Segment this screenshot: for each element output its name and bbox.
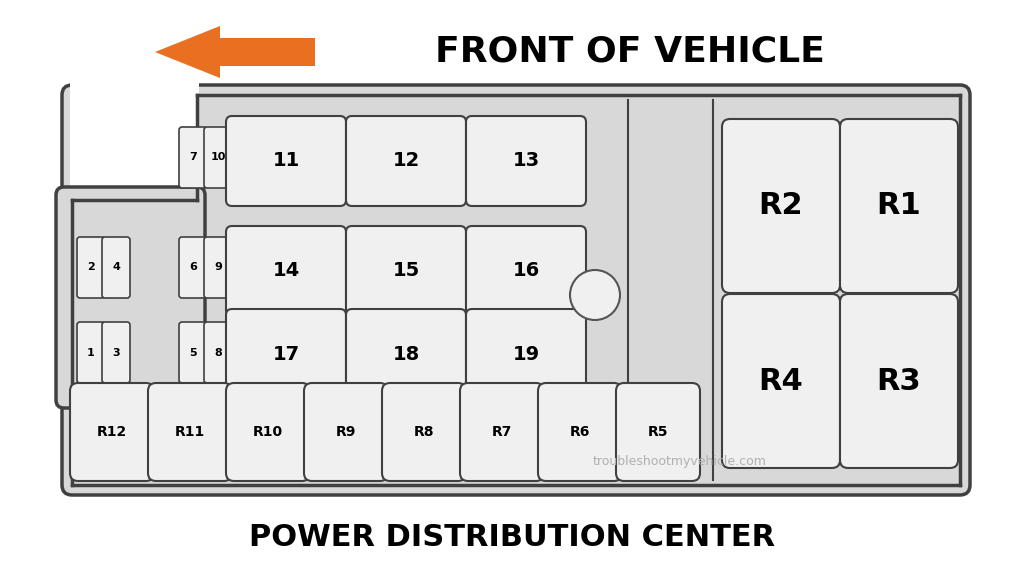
Text: troubleshootmyvehicle.com: troubleshootmyvehicle.com bbox=[593, 454, 767, 468]
FancyBboxPatch shape bbox=[538, 383, 622, 481]
FancyBboxPatch shape bbox=[346, 116, 466, 206]
FancyBboxPatch shape bbox=[204, 127, 232, 188]
FancyBboxPatch shape bbox=[616, 383, 700, 481]
Text: R4: R4 bbox=[759, 366, 804, 396]
FancyBboxPatch shape bbox=[466, 226, 586, 316]
Text: 2: 2 bbox=[87, 263, 95, 272]
Text: R3: R3 bbox=[877, 366, 922, 396]
FancyBboxPatch shape bbox=[204, 237, 232, 298]
FancyBboxPatch shape bbox=[62, 85, 970, 495]
FancyBboxPatch shape bbox=[466, 309, 586, 399]
Text: 9: 9 bbox=[214, 263, 222, 272]
FancyBboxPatch shape bbox=[179, 322, 207, 383]
Text: R12: R12 bbox=[97, 425, 127, 439]
Text: R9: R9 bbox=[336, 425, 356, 439]
Text: 8: 8 bbox=[214, 347, 222, 358]
FancyBboxPatch shape bbox=[840, 119, 958, 293]
Text: 19: 19 bbox=[512, 344, 540, 363]
Text: R10: R10 bbox=[253, 425, 283, 439]
FancyBboxPatch shape bbox=[460, 383, 544, 481]
Text: 16: 16 bbox=[512, 262, 540, 281]
FancyBboxPatch shape bbox=[466, 116, 586, 206]
Text: R5: R5 bbox=[648, 425, 669, 439]
Text: FRONT OF VEHICLE: FRONT OF VEHICLE bbox=[435, 35, 825, 69]
Bar bbox=[70, 83, 199, 200]
Text: 4: 4 bbox=[112, 263, 120, 272]
Text: 14: 14 bbox=[272, 262, 300, 281]
Text: 15: 15 bbox=[392, 262, 420, 281]
Text: 13: 13 bbox=[512, 151, 540, 170]
FancyBboxPatch shape bbox=[226, 383, 310, 481]
Text: 5: 5 bbox=[189, 347, 197, 358]
FancyBboxPatch shape bbox=[179, 237, 207, 298]
FancyBboxPatch shape bbox=[226, 226, 346, 316]
FancyBboxPatch shape bbox=[346, 226, 466, 316]
Text: R2: R2 bbox=[759, 191, 803, 221]
Text: R8: R8 bbox=[414, 425, 434, 439]
Polygon shape bbox=[155, 26, 315, 78]
Text: 11: 11 bbox=[272, 151, 300, 170]
Text: 10: 10 bbox=[210, 153, 225, 162]
FancyBboxPatch shape bbox=[304, 383, 388, 481]
Text: 6: 6 bbox=[189, 263, 197, 272]
Text: POWER DISTRIBUTION CENTER: POWER DISTRIBUTION CENTER bbox=[249, 524, 775, 552]
FancyBboxPatch shape bbox=[722, 294, 840, 468]
FancyBboxPatch shape bbox=[56, 187, 205, 408]
Text: 7: 7 bbox=[189, 153, 197, 162]
Text: R11: R11 bbox=[175, 425, 205, 439]
FancyBboxPatch shape bbox=[346, 309, 466, 399]
FancyBboxPatch shape bbox=[840, 294, 958, 468]
Circle shape bbox=[570, 270, 620, 320]
Text: 17: 17 bbox=[272, 344, 300, 363]
FancyBboxPatch shape bbox=[179, 127, 207, 188]
Text: 1: 1 bbox=[87, 347, 95, 358]
Text: 12: 12 bbox=[392, 151, 420, 170]
Text: R7: R7 bbox=[492, 425, 512, 439]
FancyBboxPatch shape bbox=[226, 309, 346, 399]
FancyBboxPatch shape bbox=[722, 119, 840, 293]
FancyBboxPatch shape bbox=[77, 237, 105, 298]
Text: R1: R1 bbox=[877, 191, 922, 221]
FancyBboxPatch shape bbox=[102, 237, 130, 298]
Text: 3: 3 bbox=[113, 347, 120, 358]
Text: R6: R6 bbox=[569, 425, 590, 439]
FancyBboxPatch shape bbox=[102, 322, 130, 383]
FancyBboxPatch shape bbox=[226, 116, 346, 206]
FancyBboxPatch shape bbox=[148, 383, 232, 481]
FancyBboxPatch shape bbox=[382, 383, 466, 481]
FancyBboxPatch shape bbox=[204, 322, 232, 383]
Text: 18: 18 bbox=[392, 344, 420, 363]
FancyBboxPatch shape bbox=[70, 383, 154, 481]
FancyBboxPatch shape bbox=[77, 322, 105, 383]
